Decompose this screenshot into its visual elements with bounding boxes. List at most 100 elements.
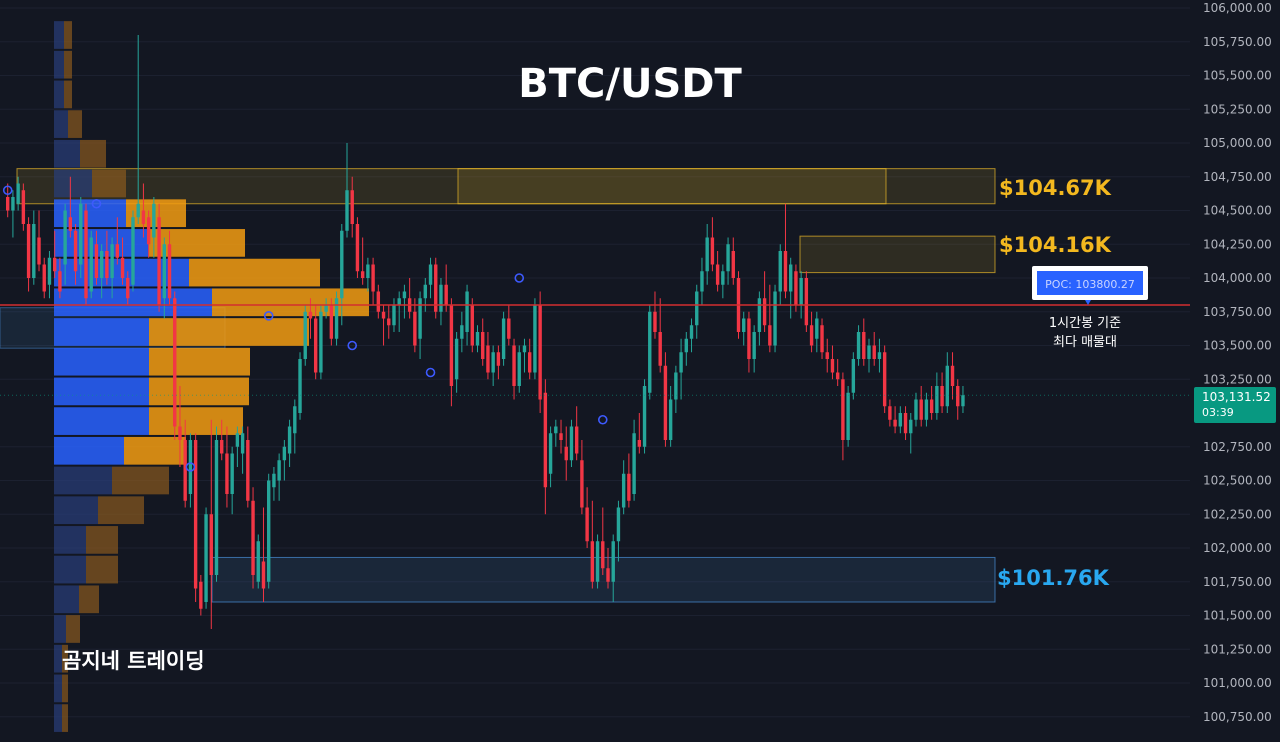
poc-note-line1: 1시간봉 기준 xyxy=(1049,316,1121,331)
price-tick-label: 103,500.00 xyxy=(1203,339,1272,353)
candle-body xyxy=(79,203,83,265)
candle-body xyxy=(58,271,62,292)
volume-profile-sell-bar xyxy=(149,407,243,435)
candle-body xyxy=(329,305,334,339)
current-price-tag xyxy=(1194,387,1276,423)
volume-profile-sell-bar xyxy=(66,615,80,643)
candle-body xyxy=(99,251,104,278)
candle-body xyxy=(449,305,454,386)
candle-body xyxy=(715,264,720,285)
price-tick-label: 103,250.00 xyxy=(1203,372,1272,386)
candle-body xyxy=(773,291,777,346)
candle-body xyxy=(679,352,683,373)
volume-profile-sell-bar xyxy=(62,704,68,732)
candle-body xyxy=(376,291,381,312)
volume-profile-sell-bar xyxy=(149,318,309,346)
price-axis-panel xyxy=(1190,0,1280,738)
candle-body xyxy=(903,413,908,434)
volume-profile-sell-bar xyxy=(68,110,82,138)
zone-box xyxy=(457,168,887,205)
candle-body xyxy=(898,413,903,427)
candle-body xyxy=(893,419,897,427)
candle-body xyxy=(486,345,490,373)
candle-body xyxy=(689,325,694,339)
candle-body xyxy=(230,453,234,494)
volume-profile-buy-bar xyxy=(54,21,64,49)
candle-body xyxy=(16,183,20,204)
candle-body xyxy=(595,541,600,582)
volume-profile-sell-bar xyxy=(189,258,320,287)
candle-body xyxy=(914,399,918,420)
candle-body xyxy=(909,419,913,434)
candle-body xyxy=(856,332,861,359)
candle-body xyxy=(742,318,746,332)
volume-profile-buy-bar xyxy=(54,80,64,109)
signal-marker xyxy=(185,462,196,472)
price-tick-label: 104,500.00 xyxy=(1203,204,1272,218)
candle-body xyxy=(94,244,99,278)
price-tick-label: 103,750.00 xyxy=(1203,305,1272,319)
candle-body xyxy=(298,359,302,413)
volume-profile-sell-bar xyxy=(98,496,144,525)
candle-body xyxy=(355,224,360,272)
candle-body xyxy=(621,473,626,508)
candle-body xyxy=(334,298,339,339)
candle-body xyxy=(569,426,574,461)
candle-body xyxy=(460,325,464,339)
candle-body xyxy=(428,264,433,285)
volume-profile-sell-bar xyxy=(80,139,106,168)
candle-body xyxy=(950,365,955,386)
volume-profile-buy-bar xyxy=(54,407,149,435)
candle-body xyxy=(700,271,704,292)
candle-body xyxy=(564,446,568,461)
volume-profile-buy-bar xyxy=(54,466,112,495)
candle-body xyxy=(757,298,762,332)
candle-body xyxy=(929,399,934,413)
volume-profile-sell-bar xyxy=(62,674,68,703)
candle-body xyxy=(63,210,67,265)
candle-body xyxy=(21,190,26,224)
zone-box xyxy=(16,168,996,205)
candle-body xyxy=(752,332,756,359)
candle-body xyxy=(465,291,469,332)
candle-body xyxy=(559,433,563,440)
candle-body xyxy=(261,561,266,589)
candle-body xyxy=(653,311,657,332)
price-tick-label: 104,000.00 xyxy=(1203,271,1272,285)
candle-body xyxy=(350,190,354,224)
candle-body xyxy=(110,244,114,278)
candle-body xyxy=(841,379,845,440)
candle-body xyxy=(256,541,260,582)
candle-body xyxy=(846,392,850,440)
candle-body xyxy=(167,244,172,299)
candle-body xyxy=(434,264,438,312)
poc-note-line2: 최다 매물대 xyxy=(1053,335,1117,350)
volume-profile-sell-bar xyxy=(86,555,118,584)
candle-body xyxy=(387,318,391,326)
candle-body xyxy=(658,332,662,366)
signal-marker xyxy=(597,414,608,425)
candle-body xyxy=(882,352,887,407)
candle-body xyxy=(585,507,589,542)
candle-body xyxy=(366,264,370,278)
signal-marker xyxy=(2,185,13,196)
candle-body xyxy=(580,460,584,508)
candle-body xyxy=(173,298,177,427)
candle-body xyxy=(193,440,198,589)
candle-body xyxy=(52,257,57,272)
price-tick-label: 101,250.00 xyxy=(1203,642,1272,656)
candle-body xyxy=(799,278,803,305)
price-tick-label: 102,250.00 xyxy=(1203,507,1272,521)
candle-body xyxy=(225,453,229,494)
zone-box xyxy=(799,235,996,274)
candle-body xyxy=(126,278,130,299)
candle-body xyxy=(470,305,474,346)
signal-marker xyxy=(263,310,274,321)
candle-body xyxy=(324,305,328,312)
volume-profile-buy-bar xyxy=(54,50,64,79)
candle-body xyxy=(783,251,788,292)
candle-body xyxy=(668,399,673,440)
candle-body xyxy=(804,278,809,326)
